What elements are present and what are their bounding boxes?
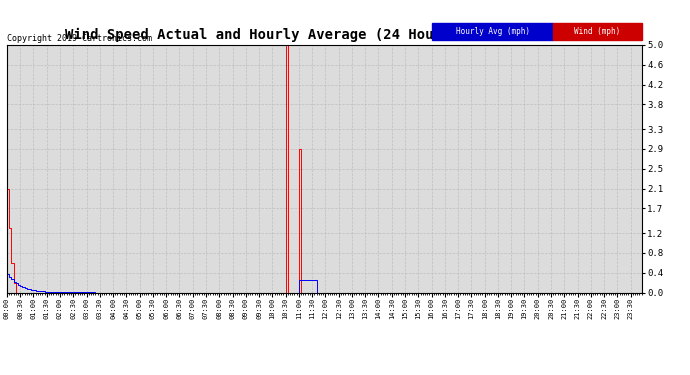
Text: Hourly Avg (mph): Hourly Avg (mph) — [455, 27, 529, 36]
Bar — [553, 23, 642, 40]
Title: Wind Speed Actual and Hourly Average (24 Hours) (New) 20190926: Wind Speed Actual and Hourly Average (24… — [65, 28, 584, 42]
Text: Wind (mph): Wind (mph) — [574, 27, 620, 36]
Bar — [432, 23, 553, 40]
Text: Copyright 2019 Cartronics.com: Copyright 2019 Cartronics.com — [7, 34, 152, 43]
